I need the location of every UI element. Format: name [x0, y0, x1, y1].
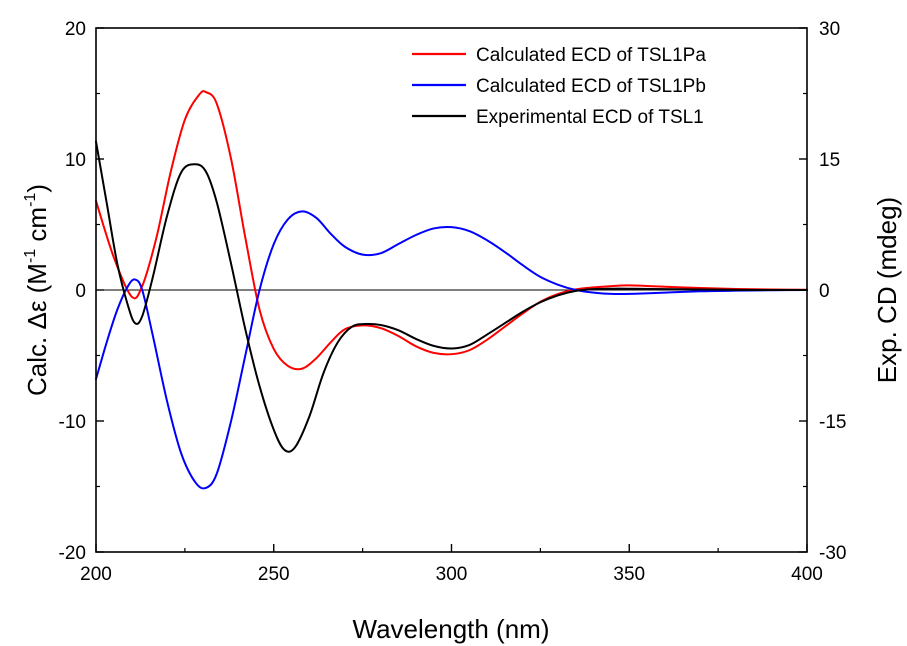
x-axis-title: Wavelength (nm) [353, 614, 550, 644]
y-left-tick-label: -20 [59, 543, 86, 564]
x-tick-label: 200 [80, 564, 112, 585]
y-right-tick-label: 15 [819, 150, 840, 171]
y-right-tick-label: 30 [819, 19, 840, 40]
legend-label-tsl1pa: Calculated ECD of TSL1Pa [476, 45, 706, 66]
y-right-tick-label: -30 [819, 543, 846, 564]
series-layer [95, 90, 808, 490]
series-line-calculated-ecd-of-tsl1pb [95, 210, 808, 490]
x-tick-label: 400 [791, 564, 823, 585]
y-left-tick-label: -10 [59, 412, 86, 433]
y-left-tick-label: 0 [75, 281, 86, 302]
y-right-tick-label: 0 [819, 281, 830, 302]
y-left-title-post: ) [22, 184, 52, 193]
series-line-experimental-ecd-of-tsl1 [95, 140, 808, 453]
y-left-axis-title: Calc. Δε (M-1 cm-1) [22, 184, 52, 396]
y-left-title-mid: cm [22, 207, 52, 249]
legend: Calculated ECD of TSL1Pa Calculated ECD … [412, 45, 706, 128]
y-left-tick-label: 10 [65, 150, 86, 171]
y-left-title-sup1: -1 [22, 249, 39, 263]
y-left-tick-label: 20 [65, 19, 86, 40]
legend-label-tsl1pb: Calculated ECD of TSL1Pb [476, 76, 706, 97]
y-right-axis-title: Exp. CD (mdeg) [872, 197, 902, 383]
tick-layer: 200 250 300 350 400 20 10 0 -10 -20 30 15 0 -15 -30 [59, 19, 847, 585]
x-tick-label: 350 [613, 564, 645, 585]
y-left-title-pre: Calc. Δε (M [22, 263, 52, 396]
series-line-calculated-ecd-of-tsl1pa [95, 90, 808, 371]
y-left-title-sup2: -1 [22, 193, 39, 207]
x-tick-label: 250 [258, 564, 290, 585]
legend-label-tsl1: Experimental ECD of TSL1 [476, 107, 704, 128]
x-tick-label: 300 [436, 564, 468, 585]
y-right-tick-label: -15 [819, 412, 846, 433]
